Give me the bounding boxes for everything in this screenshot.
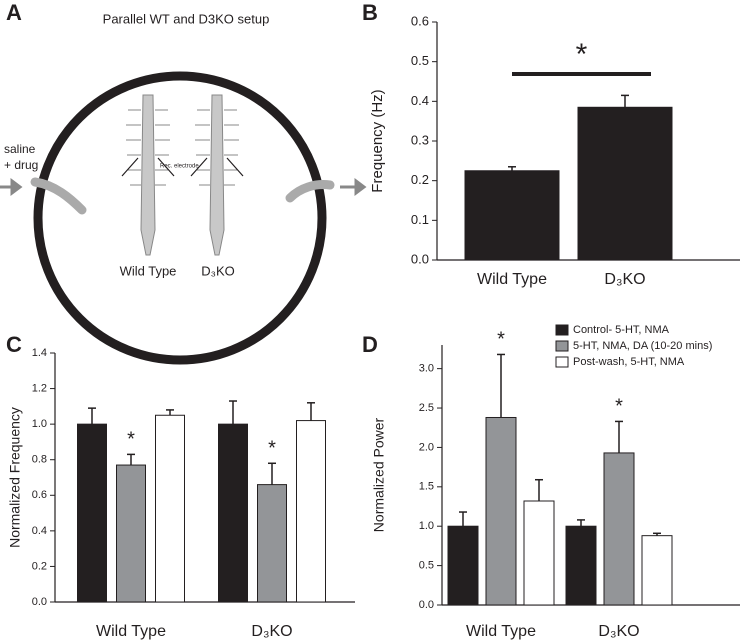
y-tick-label: 1.4 <box>32 347 47 359</box>
x-tick-label: D₃KO <box>598 623 639 640</box>
bar <box>155 414 185 603</box>
significance: * <box>615 396 623 418</box>
significance: * <box>127 429 135 451</box>
y-tick-label: 1.0 <box>419 520 434 532</box>
bar <box>565 525 597 606</box>
legend-swatch <box>555 356 569 368</box>
y-tick-label: 0.4 <box>32 525 47 537</box>
x-tick-label: D₃KO <box>251 623 292 640</box>
significance: * <box>497 329 505 351</box>
significance: * <box>268 438 276 460</box>
setup-diagram: Parallel WT and D3KO setup saline + drug… <box>0 11 367 365</box>
x-tick-label: Wild Type <box>96 623 166 640</box>
y-tick-label: 3.0 <box>419 363 434 375</box>
significance: * <box>576 38 588 71</box>
legend-swatch <box>555 324 569 336</box>
legend-swatch <box>555 340 569 352</box>
bar <box>257 484 287 603</box>
bar <box>116 464 146 603</box>
y-tick-label: 1.0 <box>32 418 47 430</box>
y-tick-label: 0.8 <box>32 454 47 466</box>
y-tick-label: 0.5 <box>419 560 434 572</box>
y-axis-label: Normalized Power <box>371 417 387 532</box>
inflow-arrow <box>0 178 23 196</box>
y-tick-label: 2.5 <box>419 402 434 414</box>
setup-title: Parallel WT and D3KO setup <box>103 11 270 26</box>
y-axis-label: Frequency (Hz) <box>369 89 386 192</box>
y-tick-label: 0.1 <box>411 212 429 227</box>
inlet-label: + drug <box>4 158 38 172</box>
y-axis-label: Normalized Frequency <box>7 407 23 548</box>
bar <box>77 423 107 603</box>
outflow-arrow <box>340 178 367 196</box>
panel-label: C <box>6 332 22 357</box>
dish <box>33 71 327 365</box>
y-tick-label: 0.5 <box>411 53 429 68</box>
bar <box>464 170 560 261</box>
bar <box>218 423 248 603</box>
legend-label: Post-wash, 5-HT, NMA <box>573 356 685 368</box>
y-tick-label: 1.5 <box>419 481 434 493</box>
y-tick-label: 2.0 <box>419 441 434 453</box>
bar <box>577 106 673 261</box>
y-tick-label: 0.6 <box>411 13 429 28</box>
inlet-label: saline <box>4 142 36 156</box>
panel-label: A <box>6 0 22 25</box>
legend-label: 5-HT, NMA, DA (10-20 mins) <box>573 340 712 352</box>
y-tick-label: 0.0 <box>419 599 434 611</box>
y-tick-label: 0.6 <box>32 489 47 501</box>
y-tick-label: 0.2 <box>411 172 429 187</box>
inlet-tube <box>30 177 87 215</box>
legend-label: Control- 5-HT, NMA <box>573 324 670 336</box>
bar <box>523 500 555 606</box>
y-tick-label: 0.0 <box>32 596 47 608</box>
y-tick-label: 1.2 <box>32 382 47 394</box>
spinal-cords <box>126 94 239 256</box>
prep-label: Wild Type <box>120 263 177 278</box>
bar <box>485 416 517 606</box>
y-tick-label: 0.3 <box>411 132 429 147</box>
x-tick-label: Wild Type <box>477 271 547 288</box>
electrode-label: Rec. electrode <box>160 164 199 170</box>
bar <box>641 535 673 606</box>
electrodes <box>121 157 244 177</box>
x-tick-label: D₃KO <box>604 271 645 288</box>
outlet-tube <box>285 180 335 203</box>
y-tick-label: 0.2 <box>32 560 47 572</box>
bar <box>296 420 326 603</box>
y-tick-label: 0.0 <box>411 251 429 266</box>
bar <box>603 452 635 606</box>
bar <box>447 525 479 606</box>
panel-label: D <box>362 332 378 357</box>
panel-label: B <box>362 0 378 25</box>
y-tick-label: 0.4 <box>411 93 429 108</box>
prep-label: D₃KO <box>201 263 234 278</box>
x-tick-label: Wild Type <box>466 623 536 640</box>
